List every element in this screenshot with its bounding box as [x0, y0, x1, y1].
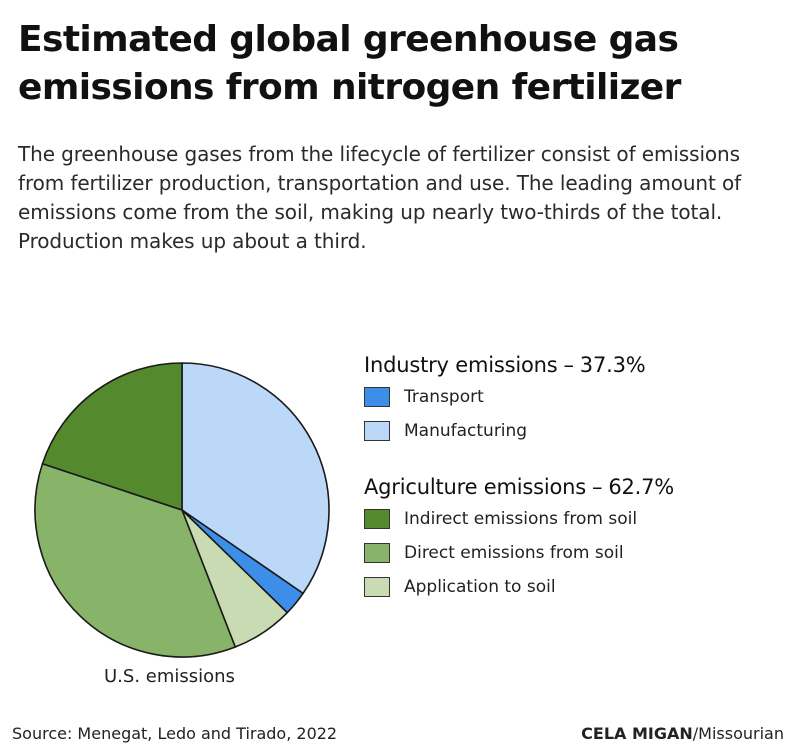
chart-subtitle: The greenhouse gases from the lifecycle …	[18, 142, 742, 253]
legend-group-agriculture-label: Agriculture emissions	[364, 475, 586, 499]
legend-swatch-direct-soil	[364, 543, 390, 563]
legend-item-indirect-soil: Indirect emissions from soil	[364, 502, 784, 536]
legend-item-manufacturing: Manufacturing	[364, 414, 784, 448]
legend-group-agriculture: Agriculture emissions –62.7%	[364, 472, 784, 502]
legend-swatch-application-soil	[364, 577, 390, 597]
legend-label-direct-soil: Direct emissions from soil	[404, 543, 624, 563]
legend-group-industry-separator: –	[563, 353, 574, 377]
pie-slice-indirect-emissions-from-soil	[41, 362, 183, 511]
legend-label-transport: Transport	[404, 387, 484, 407]
credit-name: CELA MIGAN	[581, 724, 693, 743]
pie-slice-manufacturing	[181, 362, 330, 595]
pie-slices	[34, 362, 330, 658]
legend-label-application-soil: Application to soil	[404, 577, 556, 597]
pie-slice-direct-emissions-from-soil	[34, 462, 237, 658]
legend-label-manufacturing: Manufacturing	[404, 421, 528, 441]
legend-item-application-soil: Application to soil	[364, 570, 784, 604]
legend-swatch-manufacturing	[364, 421, 390, 441]
source-note: Source: Menegat, Ledo and Tirado, 2022	[12, 724, 338, 743]
pie-caption: U.S. emissions	[104, 666, 235, 687]
legend-group-industry-label: Industry emissions	[364, 353, 558, 377]
legend-group-industry: Industry emissions –37.3%	[364, 350, 784, 380]
legend-group-gap	[364, 448, 784, 472]
legend-swatch-transport	[364, 387, 390, 407]
legend-item-transport: Transport	[364, 380, 784, 414]
legend: Industry emissions –37.3% Transport Manuf…	[364, 350, 784, 604]
credit-org: /Missourian	[692, 724, 784, 743]
credit-line: CELA MIGAN/Missourian	[581, 724, 784, 743]
legend-swatch-indirect-soil	[364, 509, 390, 529]
legend-group-agriculture-total: 62.7%	[608, 475, 675, 499]
chart-title: Estimated global greenhouse gas emission…	[18, 19, 681, 108]
legend-label-indirect-soil: Indirect emissions from soil	[404, 509, 638, 529]
legend-group-industry-total: 37.3%	[579, 353, 646, 377]
legend-group-agriculture-separator: –	[592, 475, 603, 499]
legend-item-direct-soil: Direct emissions from soil	[364, 536, 784, 570]
